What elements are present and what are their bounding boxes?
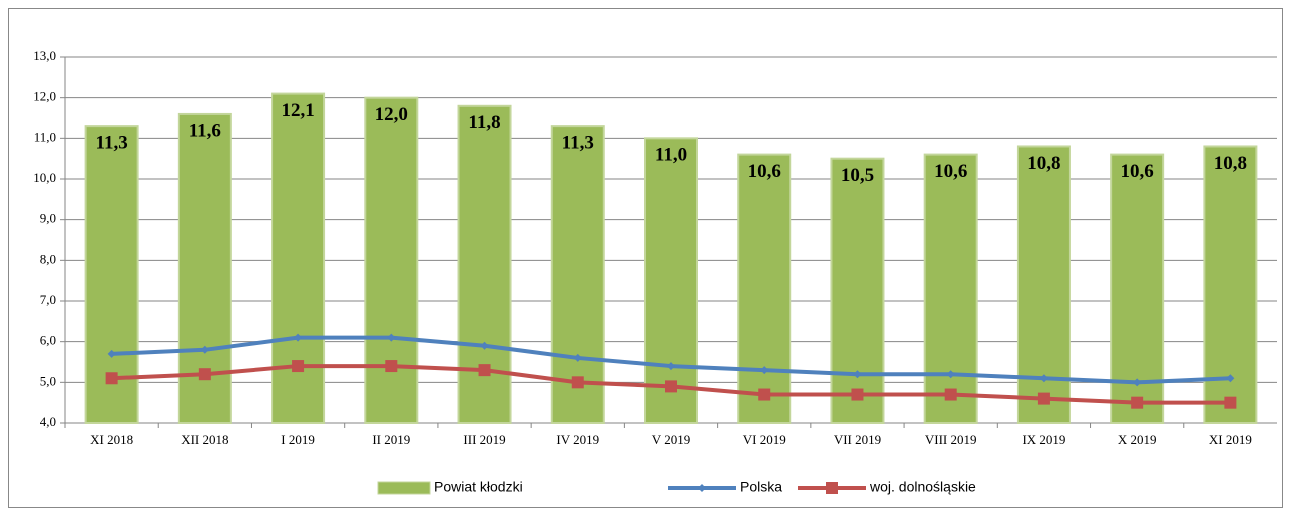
- marker: [107, 349, 116, 358]
- marker: [571, 376, 584, 389]
- marker: [1224, 396, 1237, 409]
- bar: [550, 125, 605, 424]
- marker: [294, 333, 303, 342]
- legend-swatch: [377, 481, 431, 495]
- y-tick-label: 5,0: [40, 373, 56, 388]
- bar: [830, 157, 885, 425]
- data-label: 10,6: [934, 161, 967, 182]
- data-label: 10,6: [1121, 161, 1154, 182]
- data-label: 11,0: [655, 145, 687, 166]
- marker: [478, 364, 491, 377]
- x-tick-label: XI 2019: [1209, 432, 1252, 447]
- y-tick-label: 10,0: [33, 170, 56, 185]
- data-label: 10,8: [1214, 153, 1247, 174]
- data-label: 11,3: [96, 132, 128, 153]
- legend-marker: [826, 482, 838, 494]
- legend-label: Powiat kłodzki: [434, 479, 523, 495]
- data-label: 12,0: [375, 104, 408, 125]
- y-tick-label: 4,0: [40, 414, 56, 429]
- x-tick-label: III 2019: [463, 432, 505, 447]
- x-tick-label: I 2019: [281, 432, 315, 447]
- bar: [737, 153, 792, 424]
- marker: [853, 370, 862, 379]
- y-tick-label: 8,0: [40, 251, 56, 266]
- marker: [1226, 374, 1235, 383]
- marker: [851, 388, 864, 401]
- legend: Powiat kłodzki Polska woj. dolnośląskie: [377, 479, 976, 495]
- x-tick-label: V 2019: [652, 432, 690, 447]
- marker: [198, 368, 211, 381]
- data-label: 11,6: [189, 120, 221, 141]
- data-label: 11,8: [468, 112, 500, 133]
- marker: [758, 388, 771, 401]
- marker: [1131, 396, 1144, 409]
- y-tick-label: 13,0: [33, 48, 56, 63]
- marker: [385, 360, 398, 373]
- x-tick-label: XI 2018: [90, 432, 133, 447]
- marker: [387, 333, 396, 342]
- data-label: 12,1: [281, 100, 314, 121]
- y-tick-label: 6,0: [40, 333, 56, 348]
- data-label: 10,6: [748, 161, 781, 182]
- legend-label: Polska: [740, 479, 782, 495]
- data-label: 10,8: [1027, 153, 1060, 174]
- data-label: 11,3: [562, 132, 594, 153]
- data-label: 10,5: [841, 165, 874, 186]
- legend-label: woj. dolnośląskie: [869, 479, 976, 495]
- bar: [364, 96, 419, 425]
- x-tick-label: II 2019: [372, 432, 410, 447]
- legend-marker: [698, 484, 706, 492]
- y-tick-label: 7,0: [40, 292, 56, 307]
- marker: [1039, 374, 1048, 383]
- marker: [946, 370, 955, 379]
- x-tick-label: VIII 2019: [925, 432, 977, 447]
- marker: [573, 353, 582, 362]
- bar: [1110, 153, 1165, 424]
- bar: [923, 153, 978, 424]
- marker: [480, 341, 489, 350]
- x-tick-label: VII 2019: [834, 432, 881, 447]
- marker: [760, 366, 769, 375]
- marker: [1037, 392, 1050, 405]
- x-tick-label: X 2019: [1118, 432, 1157, 447]
- y-tick-label: 9,0: [40, 211, 56, 226]
- x-tick-label: VI 2019: [743, 432, 786, 447]
- marker: [665, 380, 677, 393]
- y-tick-label: 11,0: [34, 129, 56, 144]
- y-tick-label: 12,0: [33, 89, 56, 104]
- bar: [644, 137, 698, 424]
- x-tick-label: IX 2019: [1022, 432, 1065, 447]
- x-tick-label: IV 2019: [556, 432, 599, 447]
- bar: [271, 92, 326, 424]
- marker: [200, 345, 209, 354]
- marker: [105, 372, 118, 385]
- marker: [292, 360, 305, 373]
- marker: [1133, 378, 1142, 387]
- marker: [944, 388, 957, 401]
- marker: [667, 362, 675, 371]
- x-tick-label: XII 2018: [181, 432, 228, 447]
